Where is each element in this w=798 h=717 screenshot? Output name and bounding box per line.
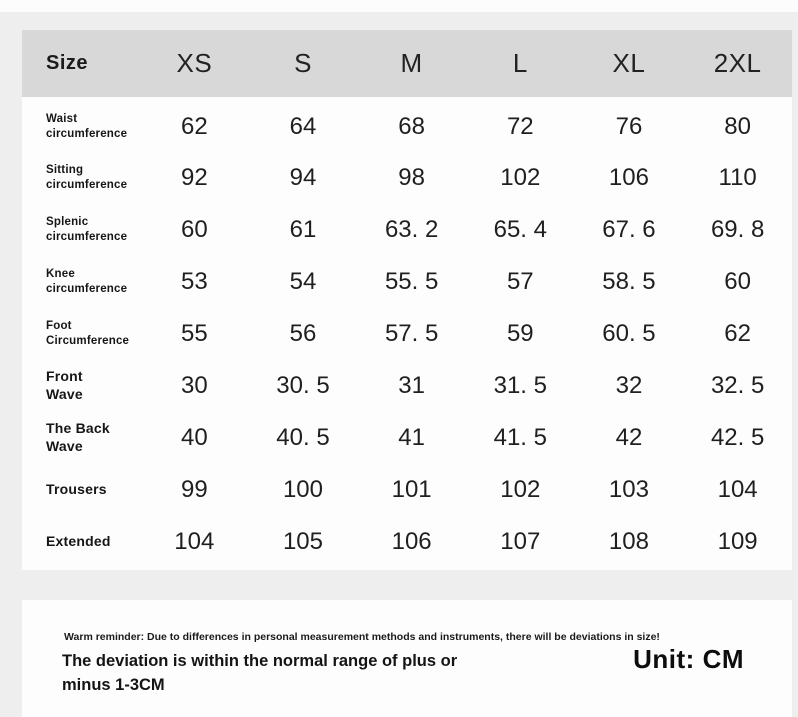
size-value-cell: 59 [506, 319, 534, 347]
size-value-cell: 80 [724, 112, 751, 140]
column-header-xs: XS [140, 30, 249, 102]
warm-reminder-text: Warm reminder: Due to differences in per… [64, 631, 660, 643]
size-value-cell: 76 [615, 112, 643, 140]
size-value-cell: 57. 5 [384, 319, 439, 347]
size-value-cell: 64 [289, 112, 317, 140]
size-value-cell: 104 [174, 527, 215, 555]
size-value-cell: 72 [506, 112, 534, 140]
size-value-cell: 110 [718, 163, 757, 191]
table-row: Sitting circumference 92 94 98 102 106 1… [22, 152, 792, 204]
row-label: Foot Circumference [46, 319, 130, 347]
size-value-cell: 109 [717, 527, 758, 555]
size-value-cell: 41 [398, 423, 425, 451]
table-row: Knee circumference 53 54 55. 5 57 58. 5 … [22, 256, 792, 308]
size-value-cell: 104 [717, 475, 758, 503]
size-value-cell: 60 [180, 215, 208, 243]
size-value-cell: 32. 5 [710, 371, 765, 399]
size-value-cell: 58. 5 [602, 267, 656, 295]
column-header-s: S [248, 30, 358, 102]
row-label: Splenic circumference [46, 215, 128, 243]
size-value-cell: 69. 8 [710, 215, 765, 243]
top-strip [0, 0, 798, 12]
size-value-cell: 67. 6 [602, 215, 656, 243]
notes-card: Warm reminder: Due to differences in per… [22, 600, 792, 717]
size-value-cell: 68 [398, 112, 425, 140]
table-row: Waist circumference 62 64 68 72 76 80 [22, 100, 792, 152]
table-row: Front Wave 30 30. 5 31 31. 5 32 32. 5 [22, 360, 792, 412]
size-value-cell: 40 [180, 423, 208, 451]
size-value-cell: 54 [289, 267, 317, 295]
size-value-cell: 31 [398, 371, 425, 399]
size-value-cell: 41. 5 [493, 423, 547, 451]
table-row: The Back Wave 40 40. 5 41 41. 5 42 42. 5 [22, 412, 792, 464]
size-value-cell: 55 [180, 319, 208, 347]
size-value-cell: 98 [398, 163, 425, 191]
size-table-card: Size XS S M L XL 2XL Waist circumference… [22, 30, 792, 570]
table-row: Splenic circumference 60 61 63. 2 65. 4 … [22, 204, 792, 256]
size-value-cell: 103 [608, 475, 649, 503]
size-value-cell: 53 [180, 267, 208, 295]
size-value-cell: 56 [289, 319, 317, 347]
row-label: Extended [46, 532, 111, 549]
row-label: The Back Wave [46, 420, 110, 454]
table-row: Extended 104 105 106 107 108 109 [22, 516, 792, 568]
size-value-cell: 57 [506, 267, 534, 295]
size-value-cell: 92 [180, 163, 208, 191]
size-value-cell: 102 [500, 475, 541, 503]
size-value-cell: 102 [500, 163, 541, 191]
size-value-cell: 100 [282, 475, 323, 503]
deviation-note-text: The deviation is within the normal range… [62, 652, 458, 694]
size-value-cell: 30. 5 [276, 371, 330, 399]
size-value-cell: 42 [615, 423, 643, 451]
size-value-cell: 106 [608, 163, 649, 191]
size-value-cell: 60 [724, 267, 751, 295]
column-header-l: L [465, 30, 575, 102]
row-label: Front Wave [46, 368, 83, 402]
size-value-cell: 99 [180, 475, 208, 503]
size-value-cell: 65. 4 [493, 215, 547, 243]
size-value-cell: 106 [391, 527, 432, 555]
size-value-cell: 107 [500, 527, 541, 555]
size-value-cell: 55. 5 [384, 267, 439, 295]
size-value-cell: 32 [615, 371, 643, 399]
row-label: Waist circumference [46, 112, 128, 140]
column-header-2xl: 2XL [683, 30, 792, 102]
table-row: Foot Circumference 55 56 57. 5 59 60. 5 … [22, 308, 792, 360]
table-row: Trousers 99 100 101 102 103 104 [22, 464, 792, 516]
size-value-cell: 31. 5 [493, 371, 547, 399]
size-value-cell: 108 [608, 527, 649, 555]
row-label: Trousers [46, 480, 107, 497]
row-label: Sitting circumference [46, 163, 128, 191]
header-row: Size XS S M L XL 2XL [22, 30, 792, 102]
unit-label: Unit: CM [633, 644, 744, 674]
size-table-body: Waist circumference 62 64 68 72 76 80 Si… [22, 100, 792, 568]
size-value-cell: 30 [180, 371, 208, 399]
column-header-xl: XL [574, 30, 684, 102]
size-value-cell: 40. 5 [276, 423, 330, 451]
size-value-cell: 94 [289, 163, 317, 191]
size-value-cell: 101 [391, 475, 432, 503]
size-value-cell: 61 [289, 215, 317, 243]
size-value-cell: 105 [282, 527, 323, 555]
size-value-cell: 62 [724, 319, 751, 347]
size-value-cell: 63. 2 [384, 215, 439, 243]
row-label: Knee circumference [46, 267, 128, 295]
size-header-label: Size [22, 30, 140, 102]
size-value-cell: 60. 5 [602, 319, 656, 347]
size-value-cell: 42. 5 [710, 423, 765, 451]
column-header-m: M [357, 30, 466, 102]
size-value-cell: 62 [180, 112, 208, 140]
size-table: Size XS S M L XL 2XL Waist circumference… [22, 30, 792, 568]
